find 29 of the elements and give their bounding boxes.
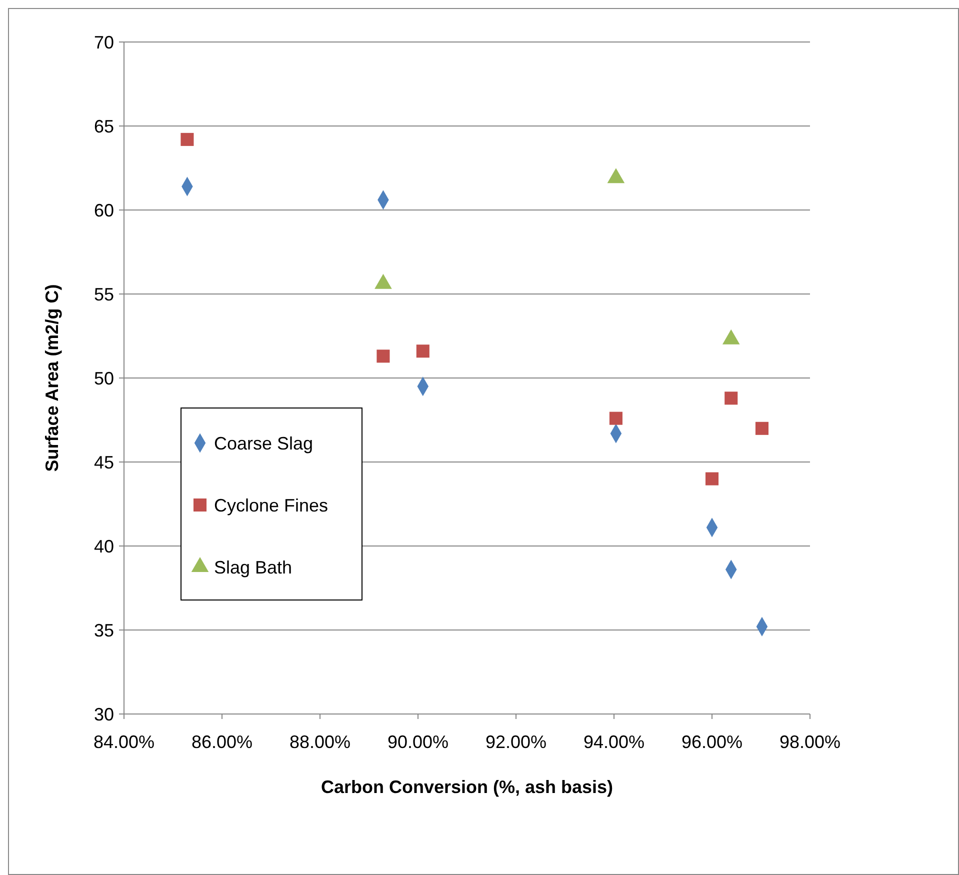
y-tick-label: 50: [94, 368, 114, 388]
x-tick-label: 90.00%: [387, 732, 449, 752]
point: [705, 472, 719, 486]
legend-label: Cyclone Fines: [214, 495, 328, 516]
y-tick-label: 45: [94, 452, 114, 472]
x-tick-label: 98.00%: [779, 732, 841, 752]
y-tick-label: 70: [94, 32, 114, 52]
y-tick-label: 55: [94, 284, 114, 304]
point: [609, 412, 622, 425]
x-tick-label: 86.00%: [191, 732, 253, 752]
x-axis-title: Carbon Conversion (%, ash basis): [320, 777, 614, 797]
point: [416, 344, 430, 358]
legend-label: Slag Bath: [214, 557, 292, 578]
y-tick-label: 30: [94, 704, 114, 724]
y-tick-label: 35: [94, 620, 114, 640]
x-tick-label: 88.00%: [289, 732, 351, 752]
y-tick-label: 40: [94, 536, 114, 556]
point: [755, 422, 768, 435]
point: [724, 392, 738, 405]
point: [376, 350, 390, 363]
x-tick-label: 92.00%: [485, 732, 547, 752]
x-tick-label: 94.00%: [583, 732, 645, 752]
y-tick-label: 60: [94, 200, 114, 220]
y-axis-title: Surface Area (m2/g C): [42, 284, 62, 472]
x-tick-label: 84.00%: [93, 732, 155, 752]
x-tick-label: 96.00%: [681, 732, 743, 752]
legend-label: Coarse Slag: [214, 433, 314, 454]
point: [180, 132, 194, 146]
y-tick-label: 65: [94, 116, 114, 136]
